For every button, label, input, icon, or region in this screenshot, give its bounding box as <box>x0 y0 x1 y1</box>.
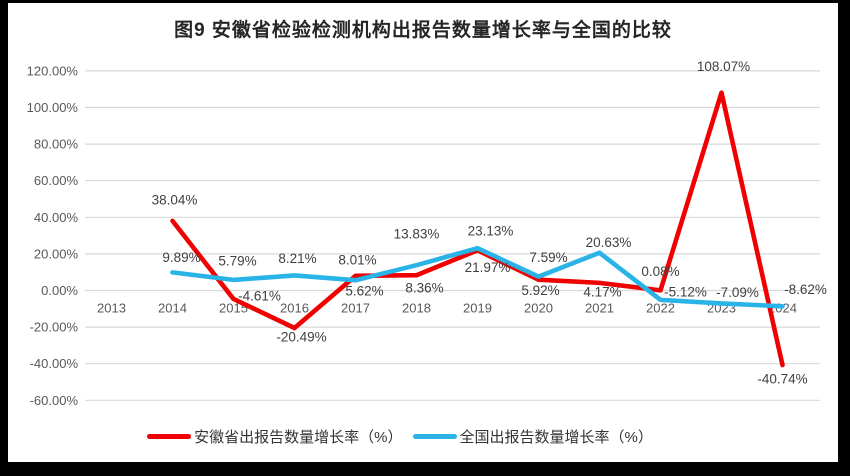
data-label: 5.92% <box>521 283 559 298</box>
data-label: -40.74% <box>757 372 807 387</box>
data-label: 20.63% <box>586 235 632 250</box>
y-axis-tick-label: -20.00% <box>30 320 79 335</box>
data-label: 9.89% <box>162 250 200 265</box>
x-axis-tick-label: 2019 <box>463 301 492 316</box>
y-axis-tick-label: 40.00% <box>34 210 79 225</box>
chart-title: 图9 安徽省检验检测机构出报告数量增长率与全国的比较 <box>174 20 672 41</box>
legend-label-national: 全国出报告数量增长率（%） <box>459 429 653 446</box>
data-label: 38.04% <box>152 192 198 207</box>
data-label: 13.83% <box>394 227 440 242</box>
y-axis-tick-label: 60.00% <box>34 173 79 188</box>
x-axis-tick-label: 2020 <box>524 301 553 316</box>
x-axis-tick-label: 2022 <box>646 301 675 316</box>
x-axis-tick-label: 2016 <box>280 301 309 316</box>
data-label: -20.49% <box>276 329 326 344</box>
data-label: 8.01% <box>338 252 376 267</box>
y-axis-tick-label: 80.00% <box>34 137 79 152</box>
legend-label-anhui: 安徽省出报告数量增长率（%） <box>194 429 403 446</box>
y-axis-tick-label: 100.00% <box>27 100 79 115</box>
data-label: 108.07% <box>697 59 750 74</box>
legend-swatch-anhui-line <box>147 434 192 439</box>
data-label: 7.59% <box>529 250 567 265</box>
series-line-national <box>170 245 785 309</box>
y-axis-tick-label: -60.00% <box>30 393 79 408</box>
x-axis-tick-label: 2014 <box>158 301 187 316</box>
data-label: -4.61% <box>238 288 281 303</box>
x-axis-tick-label: 2013 <box>97 301 126 316</box>
x-axis-tick-label: 2017 <box>341 301 370 316</box>
data-label: 5.62% <box>345 284 383 299</box>
data-label: 21.97% <box>465 260 511 275</box>
data-label: 23.13% <box>468 224 514 239</box>
data-label: 0.08% <box>641 264 679 279</box>
legend-item-anhui: 安徽省出报告数量增长率（%） <box>147 426 403 447</box>
chart-legend: 安徽省出报告数量增长率（%） 全国出报告数量增长率（%） <box>0 426 800 447</box>
data-label: 8.21% <box>278 251 316 266</box>
chart-background <box>8 3 838 462</box>
legend-swatch-national-line <box>412 434 457 439</box>
y-axis-tick-label: 0.00% <box>41 283 78 298</box>
y-axis-tick-label: -40.00% <box>30 356 79 371</box>
y-axis-tick-label: 120.00% <box>27 63 79 78</box>
data-label: 8.36% <box>405 281 443 296</box>
x-axis-tick-label: 2021 <box>585 301 614 316</box>
x-axis-tick-label: 2018 <box>402 301 431 316</box>
data-label: -5.12% <box>664 284 707 299</box>
data-label: -8.62% <box>784 282 827 297</box>
data-label: -7.09% <box>716 285 759 300</box>
y-axis-tick-label: 20.00% <box>34 246 79 261</box>
data-label: 5.79% <box>218 253 256 268</box>
data-label: 4.17% <box>583 284 621 299</box>
legend-item-national: 全国出报告数量增长率（%） <box>412 426 653 447</box>
